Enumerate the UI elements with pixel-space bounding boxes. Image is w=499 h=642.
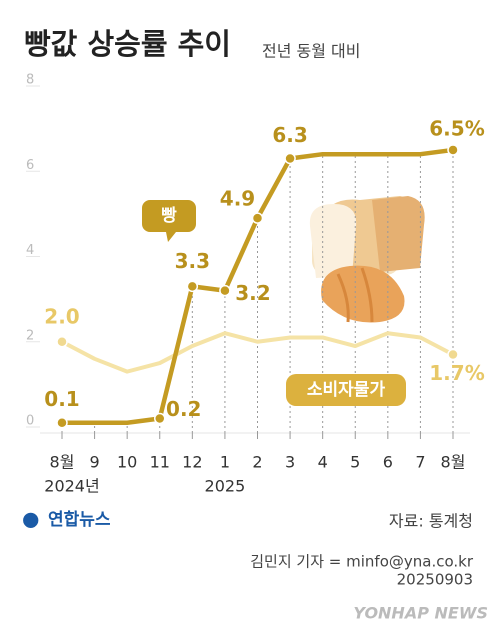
- x-tick-label: 1: [220, 453, 230, 472]
- x-tick-label: 7: [415, 453, 425, 472]
- data-label: 2.0: [44, 304, 79, 328]
- legend-box: [286, 374, 406, 406]
- logo: ●: [22, 507, 39, 531]
- x-tick-label: 4: [318, 453, 328, 472]
- byline: 김민지 기자 = minfo@yna.co.kr: [250, 553, 474, 571]
- y-tick-label: 8: [26, 73, 34, 88]
- point: [219, 284, 231, 297]
- chart-subtitle: 전년 동월 대비: [262, 42, 361, 61]
- legend-label: 빵: [161, 206, 177, 226]
- legend-label: 소비자물가: [307, 380, 386, 400]
- data-label: 3.3: [175, 249, 210, 273]
- y-tick-label: 6: [26, 158, 34, 173]
- x-tick-label: 6: [383, 453, 393, 472]
- x-tick-label: 10: [117, 453, 137, 472]
- x-tick-label: 12: [182, 453, 202, 472]
- x-tick-label: 5: [350, 453, 360, 472]
- data-label: 0.2: [166, 397, 201, 421]
- chart-title: 빵값 상승률 추이: [24, 27, 231, 61]
- year-label: 2024년: [44, 477, 99, 496]
- x-tick-label: 11: [150, 453, 170, 472]
- point: [154, 412, 166, 425]
- year-label: 2025: [205, 477, 246, 496]
- data-label: 6.3: [272, 123, 307, 147]
- point: [447, 144, 459, 156]
- y-tick-label: 2: [26, 328, 34, 343]
- y-tick-label: 0: [26, 414, 34, 429]
- point: [447, 348, 459, 361]
- point: [284, 152, 296, 165]
- legend-bubble: [142, 200, 196, 242]
- point: [56, 336, 68, 348]
- data-label: 6.5%: [429, 116, 484, 140]
- x-tick-label: 8월: [50, 453, 75, 472]
- point: [56, 416, 68, 429]
- x-tick-label: 8월: [441, 453, 466, 472]
- data-label: 0.1: [44, 387, 79, 411]
- point: [251, 212, 264, 224]
- x-tick-label: 9: [89, 453, 99, 472]
- data-label: 1.7%: [429, 361, 484, 385]
- x-tick-label: 3: [285, 453, 295, 472]
- point: [186, 280, 199, 293]
- bread-illustration: [309, 196, 425, 323]
- y-tick-label: 4: [26, 243, 34, 258]
- x-tick-label: 2: [252, 453, 262, 472]
- data-label: 3.2: [235, 281, 270, 305]
- data-label: 4.9: [220, 187, 255, 211]
- line: [61, 331, 454, 374]
- logo-text: 연합뉴스: [48, 509, 111, 530]
- watermark: YONHAP NEWS: [353, 604, 488, 623]
- date: 20250903: [397, 571, 473, 589]
- source: 자료: 통계청: [389, 512, 473, 531]
